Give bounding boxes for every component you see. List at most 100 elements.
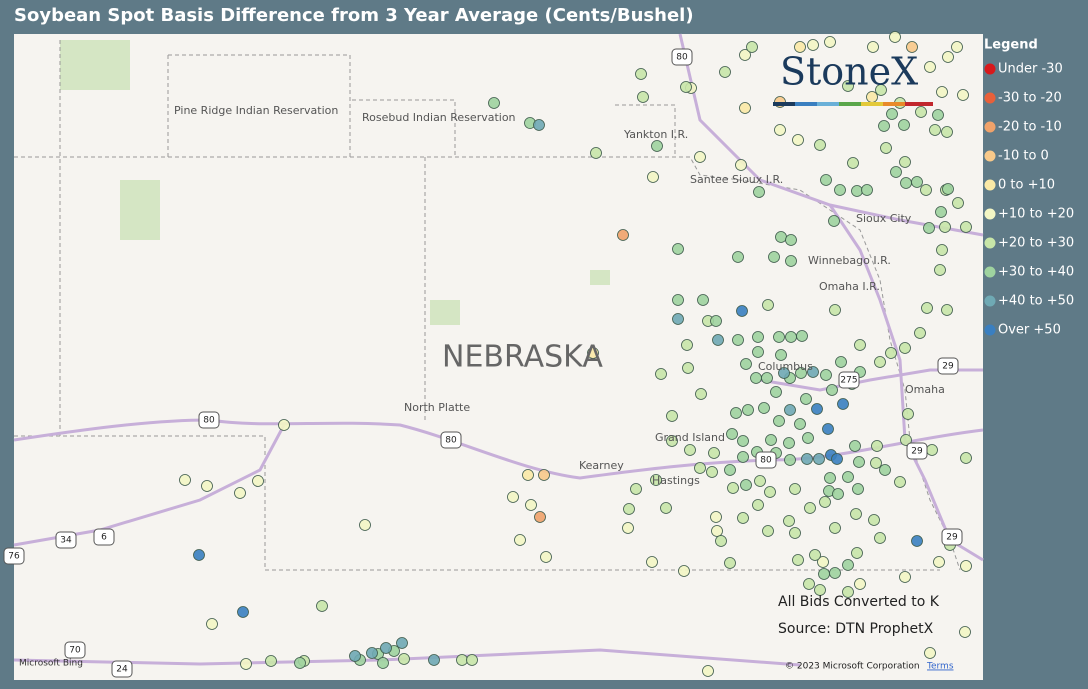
legend-label: 0 to +10 bbox=[998, 178, 1055, 193]
highway-number: 6 bbox=[101, 533, 107, 543]
borders bbox=[14, 40, 961, 571]
location-dot bbox=[646, 556, 658, 568]
location-dot bbox=[785, 255, 797, 267]
location-dot bbox=[768, 251, 780, 263]
terms-link[interactable]: Terms bbox=[926, 662, 954, 672]
highway-shield bbox=[3, 547, 25, 565]
location-dot bbox=[942, 183, 954, 195]
location-dot bbox=[795, 367, 807, 379]
location-dot bbox=[752, 499, 764, 511]
location-dot bbox=[826, 384, 838, 396]
location-dot bbox=[939, 221, 951, 233]
location-dot bbox=[590, 147, 602, 159]
location-dot bbox=[377, 657, 389, 669]
legend-swatch bbox=[984, 63, 996, 75]
location-dot bbox=[617, 229, 629, 241]
location-dot bbox=[811, 403, 823, 415]
location-dot bbox=[758, 402, 770, 414]
note: All Bids Converted to K bbox=[778, 594, 940, 610]
provider: Microsoft Bing bbox=[19, 659, 83, 669]
location-dot bbox=[655, 368, 667, 380]
highway-number: 80 bbox=[760, 456, 772, 466]
location-dot bbox=[775, 231, 787, 243]
location-dot bbox=[740, 479, 752, 491]
location-dot bbox=[801, 453, 813, 465]
location-dot bbox=[854, 578, 866, 590]
location-dot bbox=[851, 547, 863, 559]
highway-number: 80 bbox=[676, 53, 688, 63]
location-dot bbox=[774, 124, 786, 136]
location-dot bbox=[726, 428, 738, 440]
location-dot bbox=[822, 423, 834, 435]
location-dot bbox=[201, 480, 213, 492]
location-dot bbox=[672, 294, 684, 306]
location-dot bbox=[694, 151, 706, 163]
highway-shield bbox=[838, 371, 860, 389]
location-dot bbox=[868, 514, 880, 526]
location-dot bbox=[818, 568, 830, 580]
location-dot bbox=[783, 515, 795, 527]
location-dot bbox=[778, 367, 790, 379]
location-dot bbox=[875, 84, 887, 96]
location-dot bbox=[899, 156, 911, 168]
location-dot bbox=[899, 342, 911, 354]
location-dot bbox=[737, 512, 749, 524]
location-dot bbox=[842, 586, 854, 598]
legend-label: +30 to +40 bbox=[998, 265, 1074, 280]
location-dot bbox=[890, 166, 902, 178]
location-dot bbox=[740, 358, 752, 370]
location-dot bbox=[681, 339, 693, 351]
location-dot bbox=[737, 435, 749, 447]
highway-number: 29 bbox=[946, 533, 958, 543]
highway-number: 76 bbox=[8, 552, 20, 562]
highway-shield bbox=[671, 48, 693, 66]
location-dot bbox=[765, 434, 777, 446]
location-dot bbox=[814, 139, 826, 151]
location-dot bbox=[899, 571, 911, 583]
legend: Under -30 -30 to -20 -20 to -10 -10 to 0 0 t… bbox=[984, 62, 1074, 338]
location-dot bbox=[753, 186, 765, 198]
location-dot bbox=[807, 366, 819, 378]
location-dot bbox=[932, 109, 944, 121]
location-dot bbox=[237, 606, 249, 618]
location-dot bbox=[773, 415, 785, 427]
place-label: Winnebago I.R. bbox=[808, 254, 891, 267]
legend-label: Over +50 bbox=[998, 323, 1061, 338]
location-dot bbox=[803, 578, 815, 590]
place-label: Omaha I.R. bbox=[819, 280, 880, 293]
dots bbox=[179, 31, 972, 677]
location-dot bbox=[252, 475, 264, 487]
location-dot bbox=[206, 618, 218, 630]
copyright: © 2023 Microsoft Corporation bbox=[785, 662, 920, 672]
location-dot bbox=[867, 41, 879, 53]
location-dot bbox=[193, 549, 205, 561]
location-dot bbox=[706, 466, 718, 478]
location-dot bbox=[366, 647, 378, 659]
location-dot bbox=[785, 331, 797, 343]
location-dot bbox=[934, 264, 946, 276]
location-dot bbox=[278, 419, 290, 431]
location-dot bbox=[960, 221, 972, 233]
legend-title: Legend bbox=[984, 38, 1038, 53]
location-dot bbox=[784, 454, 796, 466]
location-dot bbox=[522, 469, 534, 481]
location-dot bbox=[933, 556, 945, 568]
legend-label: -20 to -10 bbox=[998, 120, 1062, 135]
highway-number: 34 bbox=[60, 536, 72, 546]
location-dot bbox=[926, 444, 938, 456]
location-dot bbox=[265, 655, 277, 667]
location-dot bbox=[727, 482, 739, 494]
location-dot bbox=[666, 410, 678, 422]
location-dot bbox=[915, 106, 927, 118]
legend-swatch bbox=[984, 237, 996, 249]
location-dot bbox=[880, 142, 892, 154]
parks bbox=[60, 40, 610, 325]
location-dot bbox=[898, 119, 910, 131]
location-dot bbox=[829, 522, 841, 534]
place-label: North Platte bbox=[404, 401, 470, 414]
location-dot bbox=[837, 398, 849, 410]
location-dot bbox=[622, 522, 634, 534]
location-dot bbox=[886, 108, 898, 120]
